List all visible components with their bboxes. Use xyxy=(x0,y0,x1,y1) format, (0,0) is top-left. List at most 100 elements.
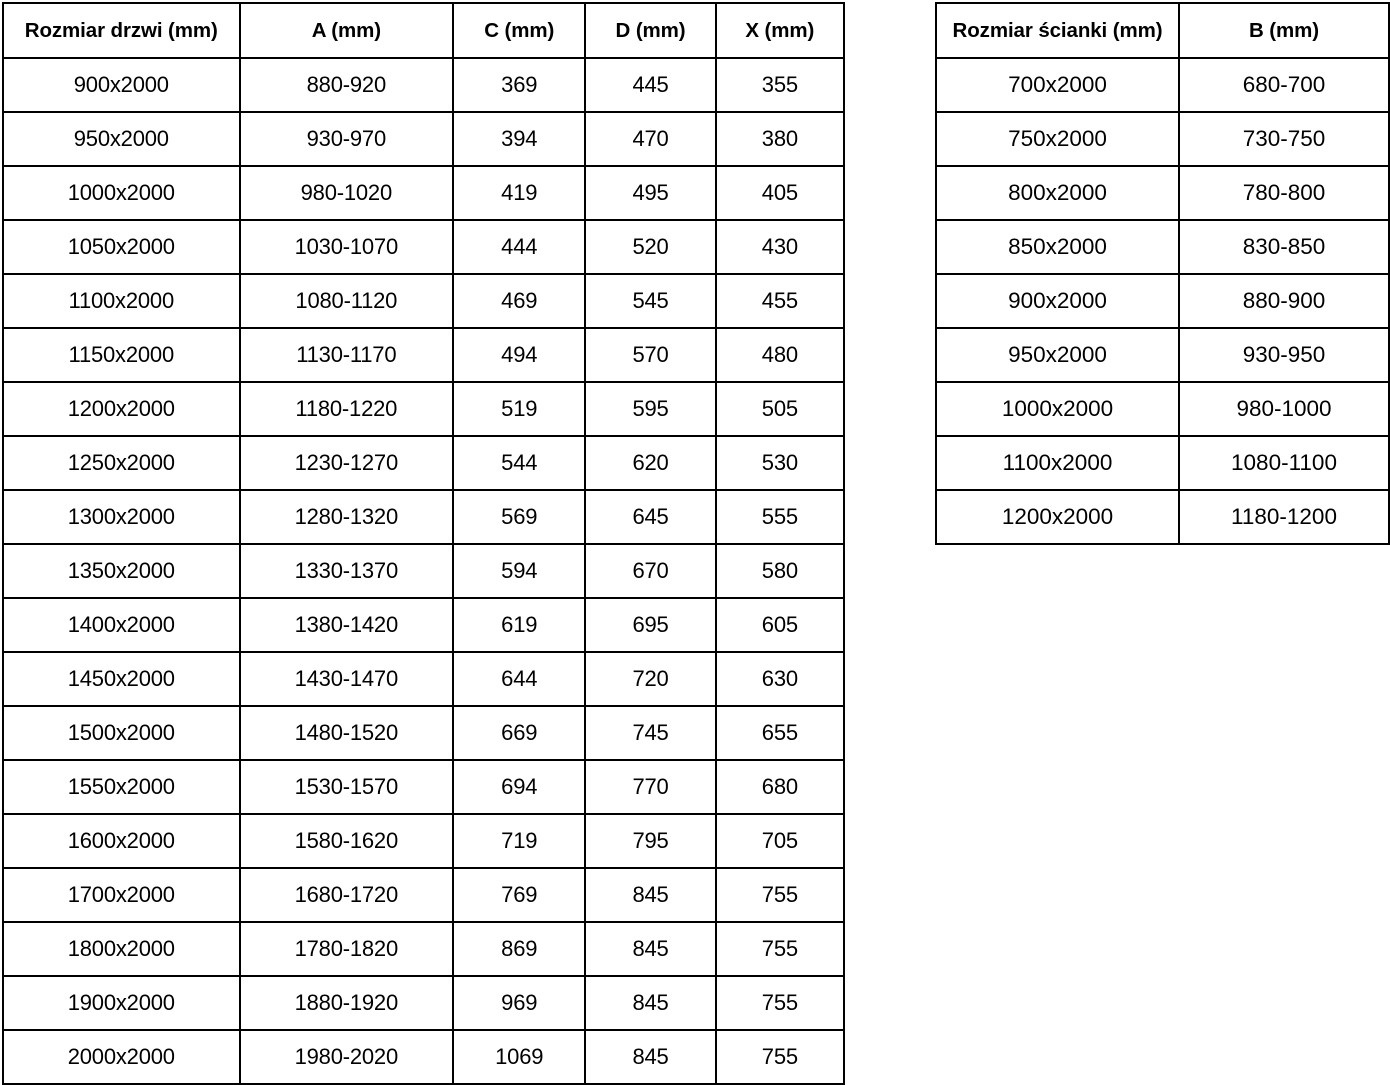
cell-x: 430 xyxy=(714,219,846,275)
cell-a: 1180-1220 xyxy=(238,381,455,437)
cell-b: 930-950 xyxy=(1178,327,1390,383)
cell-c: 694 xyxy=(452,759,587,815)
cell-d: 470 xyxy=(584,111,717,167)
table-header-row: Rozmiar ścianki (mm) B (mm) xyxy=(935,2,1390,59)
table-row: 700x2000 680-700 xyxy=(935,57,1390,113)
column-header-d: D (mm) xyxy=(584,2,717,59)
cell-a: 1780-1820 xyxy=(238,921,455,977)
cell-a: 1480-1520 xyxy=(238,705,455,761)
cell-a: 1880-1920 xyxy=(238,975,455,1031)
cell-a: 980-1020 xyxy=(238,165,455,221)
cell-b: 880-900 xyxy=(1178,273,1390,329)
cell-d: 495 xyxy=(584,165,717,221)
cell-wall-size: 900x2000 xyxy=(935,273,1180,329)
cell-door-size: 1900x2000 xyxy=(2,975,241,1031)
column-header-c: C (mm) xyxy=(452,2,587,59)
cell-wall-size: 1200x2000 xyxy=(935,489,1180,545)
cell-c: 469 xyxy=(452,273,587,329)
cell-d: 695 xyxy=(584,597,717,653)
cell-c: 594 xyxy=(452,543,587,599)
cell-door-size: 1700x2000 xyxy=(2,867,241,923)
cell-c: 419 xyxy=(452,165,587,221)
cell-b: 1180-1200 xyxy=(1178,489,1390,545)
cell-x: 755 xyxy=(714,867,846,923)
cell-c: 644 xyxy=(452,651,587,707)
cell-d: 570 xyxy=(584,327,717,383)
cell-d: 445 xyxy=(584,57,717,113)
cell-door-size: 1000x2000 xyxy=(2,165,241,221)
cell-b: 780-800 xyxy=(1178,165,1390,221)
table-row: 2000x2000 1980-2020 1069 845 755 xyxy=(2,1029,846,1085)
table-row: 800x2000 780-800 xyxy=(935,165,1390,221)
table-row: 1450x2000 1430-1470 644 720 630 xyxy=(2,651,846,707)
column-header-wall-size: Rozmiar ścianki (mm) xyxy=(935,2,1180,59)
cell-x: 355 xyxy=(714,57,846,113)
cell-a: 1080-1120 xyxy=(238,273,455,329)
cell-c: 394 xyxy=(452,111,587,167)
cell-c: 1069 xyxy=(452,1029,587,1085)
cell-door-size: 1800x2000 xyxy=(2,921,241,977)
cell-c: 769 xyxy=(452,867,587,923)
cell-door-size: 1250x2000 xyxy=(2,435,241,491)
cell-c: 494 xyxy=(452,327,587,383)
cell-c: 619 xyxy=(452,597,587,653)
cell-c: 669 xyxy=(452,705,587,761)
cell-door-size: 1500x2000 xyxy=(2,705,241,761)
cell-a: 1580-1620 xyxy=(238,813,455,869)
table-row: 1200x2000 1180-1200 xyxy=(935,489,1390,545)
cell-x: 480 xyxy=(714,327,846,383)
cell-x: 505 xyxy=(714,381,846,437)
table-row: 900x2000 880-900 xyxy=(935,273,1390,329)
cell-c: 544 xyxy=(452,435,587,491)
cell-b: 730-750 xyxy=(1178,111,1390,167)
cell-x: 755 xyxy=(714,921,846,977)
cell-d: 845 xyxy=(584,921,717,977)
cell-c: 969 xyxy=(452,975,587,1031)
cell-a: 1280-1320 xyxy=(238,489,455,545)
cell-x: 680 xyxy=(714,759,846,815)
cell-x: 530 xyxy=(714,435,846,491)
cell-door-size: 1550x2000 xyxy=(2,759,241,815)
cell-c: 869 xyxy=(452,921,587,977)
cell-x: 405 xyxy=(714,165,846,221)
cell-a: 1230-1270 xyxy=(238,435,455,491)
cell-wall-size: 1100x2000 xyxy=(935,435,1180,491)
cell-x: 555 xyxy=(714,489,846,545)
wall-table-header: Rozmiar ścianki (mm) B (mm) xyxy=(935,2,1390,59)
cell-door-size: 950x2000 xyxy=(2,111,241,167)
cell-d: 745 xyxy=(584,705,717,761)
cell-wall-size: 850x2000 xyxy=(935,219,1180,275)
table-row: 1250x2000 1230-1270 544 620 530 xyxy=(2,435,846,491)
cell-d: 795 xyxy=(584,813,717,869)
table-row: 1000x2000 980-1000 xyxy=(935,381,1390,437)
cell-c: 519 xyxy=(452,381,587,437)
cell-a: 1030-1070 xyxy=(238,219,455,275)
cell-d: 845 xyxy=(584,867,717,923)
column-header-x: X (mm) xyxy=(714,2,846,59)
cell-a: 880-920 xyxy=(238,57,455,113)
cell-door-size: 900x2000 xyxy=(2,57,241,113)
cell-x: 630 xyxy=(714,651,846,707)
column-header-b: B (mm) xyxy=(1178,2,1390,59)
table-header-row: Rozmiar drzwi (mm) A (mm) C (mm) D (mm) … xyxy=(2,2,846,59)
cell-door-size: 2000x2000 xyxy=(2,1029,241,1085)
table-row: 1050x2000 1030-1070 444 520 430 xyxy=(2,219,846,275)
cell-x: 580 xyxy=(714,543,846,599)
cell-d: 620 xyxy=(584,435,717,491)
cell-a: 1380-1420 xyxy=(238,597,455,653)
table-row: 1900x2000 1880-1920 969 845 755 xyxy=(2,975,846,1031)
table-row: 1100x2000 1080-1120 469 545 455 xyxy=(2,273,846,329)
cell-d: 845 xyxy=(584,975,717,1031)
cell-d: 720 xyxy=(584,651,717,707)
door-table-body: 900x2000 880-920 369 445 355 950x2000 930-970 3… xyxy=(2,57,846,1085)
cell-a: 1130-1170 xyxy=(238,327,455,383)
cell-d: 770 xyxy=(584,759,717,815)
cell-b: 680-700 xyxy=(1178,57,1390,113)
table-row: 1800x2000 1780-1820 869 845 755 xyxy=(2,921,846,977)
cell-x: 655 xyxy=(714,705,846,761)
table-row: 950x2000 930-950 xyxy=(935,327,1390,383)
cell-d: 595 xyxy=(584,381,717,437)
table-row: 1550x2000 1530-1570 694 770 680 xyxy=(2,759,846,815)
table-row: 1700x2000 1680-1720 769 845 755 xyxy=(2,867,846,923)
